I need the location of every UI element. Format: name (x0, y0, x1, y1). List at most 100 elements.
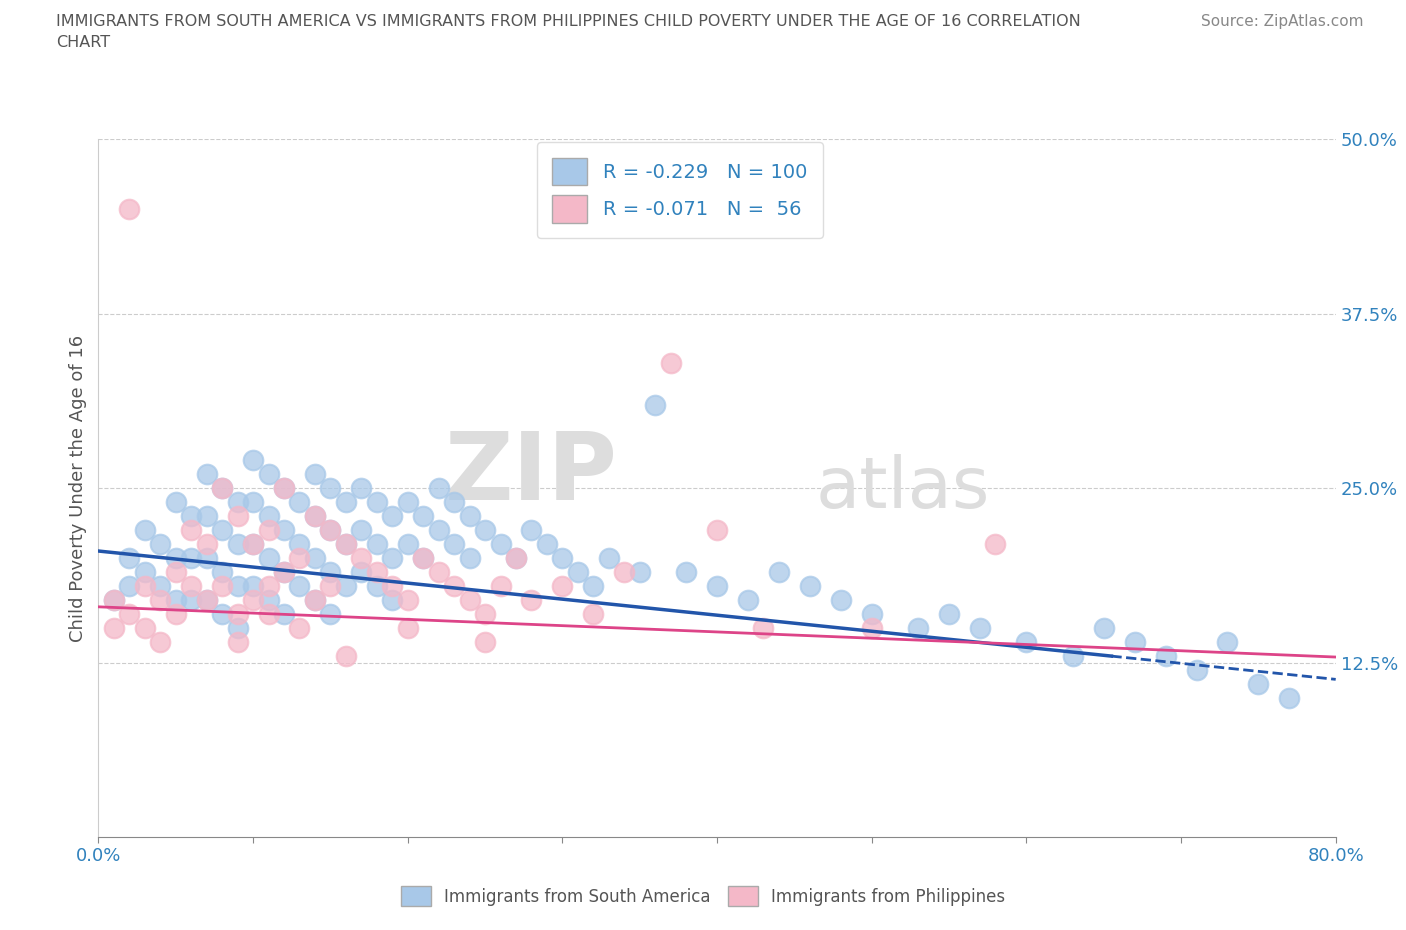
Point (396, 495, 419, 510)
Point (226, 537, 249, 551)
Point (273, 481, 295, 496)
Point (165, 565, 187, 579)
Point (319, 523, 342, 538)
Point (381, 509, 404, 524)
Point (103, 592, 125, 607)
Point (860, 620, 883, 635)
Point (149, 537, 172, 551)
Point (582, 606, 605, 621)
Point (226, 509, 249, 524)
Point (335, 537, 357, 551)
Point (149, 592, 172, 607)
Point (907, 620, 929, 635)
Point (381, 578, 404, 593)
Point (211, 523, 233, 538)
Point (242, 537, 264, 551)
Point (180, 578, 202, 593)
Point (304, 509, 326, 524)
Point (737, 592, 759, 607)
Point (211, 481, 233, 496)
Point (938, 606, 960, 621)
Point (273, 565, 295, 579)
Point (799, 578, 821, 593)
Point (226, 620, 249, 635)
Text: CHART: CHART (56, 35, 110, 50)
Point (195, 551, 218, 565)
Legend: Immigrants from South America, Immigrants from Philippines: Immigrants from South America, Immigrant… (394, 880, 1012, 912)
Point (1123, 634, 1146, 649)
Point (1092, 620, 1115, 635)
Point (489, 537, 512, 551)
Point (211, 481, 233, 496)
Point (505, 551, 527, 565)
Point (211, 565, 233, 579)
Point (1015, 634, 1038, 649)
Text: Source: ZipAtlas.com: Source: ZipAtlas.com (1201, 14, 1364, 29)
Point (335, 495, 357, 510)
Point (273, 606, 295, 621)
Point (195, 592, 218, 607)
Point (1247, 676, 1270, 691)
Point (211, 578, 233, 593)
Point (706, 523, 728, 538)
Point (242, 495, 264, 510)
Point (118, 551, 141, 565)
Point (427, 565, 450, 579)
Point (180, 551, 202, 565)
Point (149, 578, 172, 593)
Point (350, 551, 373, 565)
Point (226, 634, 249, 649)
Point (520, 523, 543, 538)
Point (304, 467, 326, 482)
Point (768, 565, 790, 579)
Point (165, 606, 187, 621)
Point (551, 578, 574, 593)
Point (474, 606, 496, 621)
Point (103, 620, 125, 635)
Point (350, 481, 373, 496)
Point (675, 565, 697, 579)
Point (474, 634, 496, 649)
Point (242, 592, 264, 607)
Point (226, 606, 249, 621)
Y-axis label: Child Poverty Under the Age of 16: Child Poverty Under the Age of 16 (69, 335, 87, 642)
Point (134, 620, 156, 635)
Point (195, 467, 218, 482)
Point (427, 481, 450, 496)
Point (226, 578, 249, 593)
Point (551, 551, 574, 565)
Point (706, 578, 728, 593)
Point (1278, 690, 1301, 705)
Point (180, 592, 202, 607)
Point (598, 551, 620, 565)
Point (443, 578, 465, 593)
Point (288, 551, 311, 565)
Point (381, 551, 404, 565)
Point (242, 453, 264, 468)
Point (458, 592, 481, 607)
Point (149, 634, 172, 649)
Point (1216, 634, 1239, 649)
Point (752, 620, 775, 635)
Point (103, 592, 125, 607)
Point (195, 537, 218, 551)
Point (505, 551, 527, 565)
Point (288, 537, 311, 551)
Point (366, 578, 388, 593)
Point (350, 523, 373, 538)
Point (830, 592, 852, 607)
Point (319, 481, 342, 496)
Point (134, 578, 156, 593)
Point (257, 578, 280, 593)
Point (1185, 662, 1208, 677)
Point (273, 565, 295, 579)
Point (1062, 648, 1084, 663)
Text: atlas: atlas (815, 454, 990, 523)
Point (319, 578, 342, 593)
Point (226, 495, 249, 510)
Point (969, 620, 991, 635)
Point (257, 592, 280, 607)
Point (412, 551, 434, 565)
Point (165, 495, 187, 510)
Point (335, 537, 357, 551)
